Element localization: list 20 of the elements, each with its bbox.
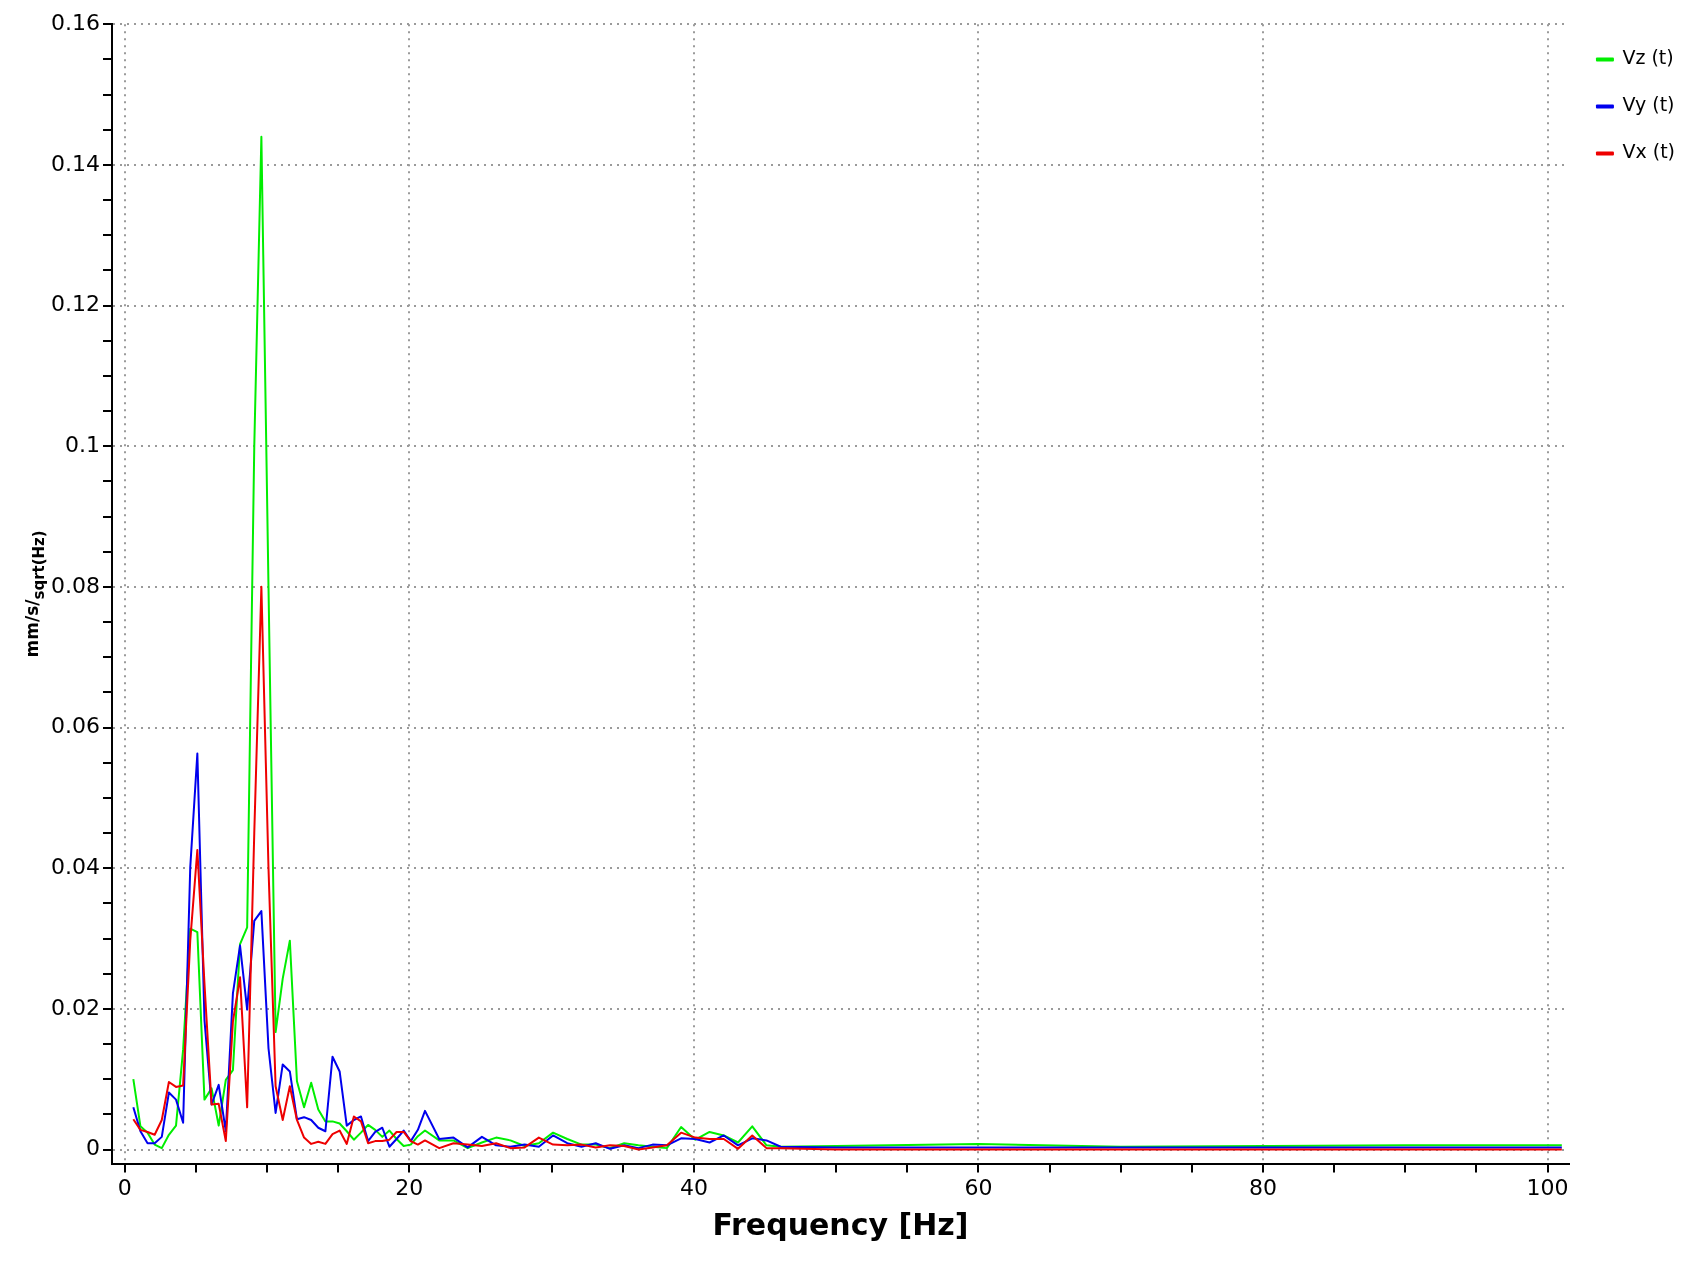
x-axis-title: Frequency [Hz] <box>712 1206 969 1242</box>
y-tick-label: 0 <box>85 1135 100 1161</box>
y-tick-label: 0.16 <box>51 9 100 35</box>
y-tick-label: 0.08 <box>51 572 100 598</box>
x-tick-label: 100 <box>1526 1174 1569 1200</box>
y-tick-label: 0.12 <box>51 291 100 317</box>
y-tick-label: 0.02 <box>51 994 100 1020</box>
legend-label: Vy (t) <box>1622 93 1675 116</box>
x-tick-label: 80 <box>1249 1174 1278 1200</box>
y-tick-label: 0.06 <box>51 713 100 739</box>
y-tick-label: 0.04 <box>51 853 100 879</box>
x-tick-label: 40 <box>679 1174 708 1200</box>
x-tick-label: 0 <box>117 1174 132 1200</box>
legend-label: Vx (t) <box>1622 140 1676 163</box>
legend-label: Vz (t) <box>1622 46 1674 69</box>
y-axis-title: mm/s/sqrt(Hz) <box>22 530 48 658</box>
y-tick-label: 0.1 <box>64 431 100 457</box>
x-tick-label: 60 <box>964 1174 993 1200</box>
x-tick-label: 20 <box>395 1174 424 1200</box>
y-tick-label: 0.14 <box>51 150 100 176</box>
